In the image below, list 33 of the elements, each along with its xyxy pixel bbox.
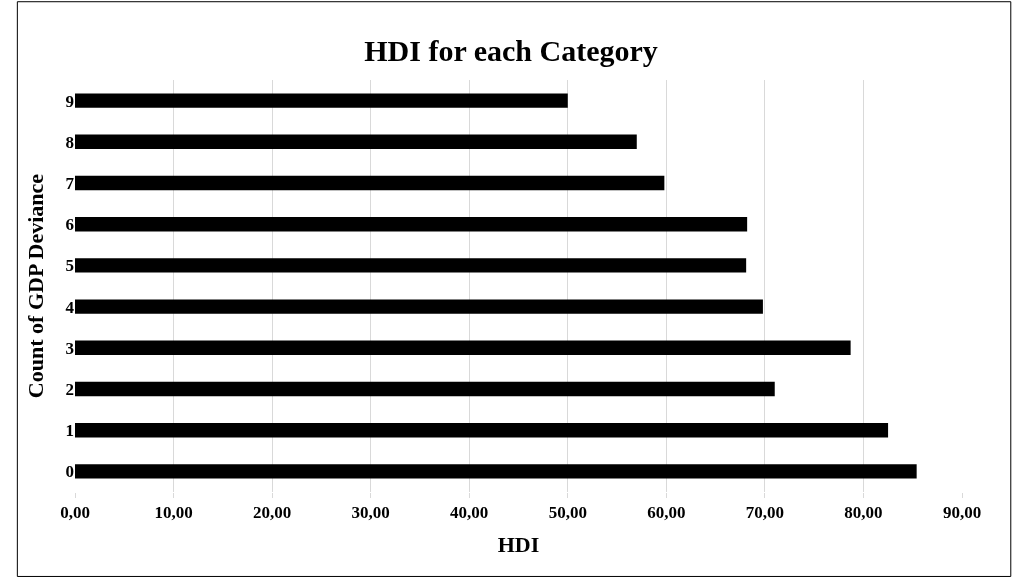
bar: [75, 299, 763, 314]
x-tick-label: 20,00: [252, 503, 292, 523]
x-tick-label: 40,00: [450, 503, 489, 523]
x-tick-label: 10,00: [154, 503, 193, 523]
y-tick-label: 0: [65, 462, 74, 482]
bar: [75, 175, 665, 191]
chart-title: HDI for each Category: [364, 34, 658, 68]
x-tick-label: 0,00: [60, 503, 90, 523]
y-tick-label: 2: [65, 379, 74, 399]
y-tick-label: 5: [65, 256, 74, 276]
y-tick-label: 7: [65, 173, 75, 193]
x-tick-label: 60,00: [647, 503, 686, 523]
y-tick-label: 9: [65, 91, 74, 111]
y-axis-title: Count of GDP Deviance: [23, 173, 49, 399]
bar: [75, 258, 747, 273]
y-tick-label: 3: [65, 338, 74, 358]
y-tick-label: 1: [65, 421, 74, 441]
y-tick-label: 8: [65, 132, 74, 152]
bar: [75, 93, 568, 108]
bar: [75, 381, 775, 397]
y-tick-label: 6: [65, 215, 74, 235]
x-tick-label: 90,00: [942, 503, 982, 523]
bar: [75, 422, 889, 438]
y-tick-label: 4: [65, 297, 75, 317]
x-tick-label: 70,00: [745, 503, 785, 523]
x-tick-label: 50,00: [548, 503, 587, 523]
bar: [75, 216, 748, 232]
x-axis-title: HDI: [497, 532, 540, 558]
x-tick-label: 30,00: [351, 503, 390, 523]
bar: [75, 340, 851, 356]
x-tick-label: 80,00: [844, 503, 883, 523]
bar: [75, 134, 637, 150]
bar: [75, 464, 917, 479]
